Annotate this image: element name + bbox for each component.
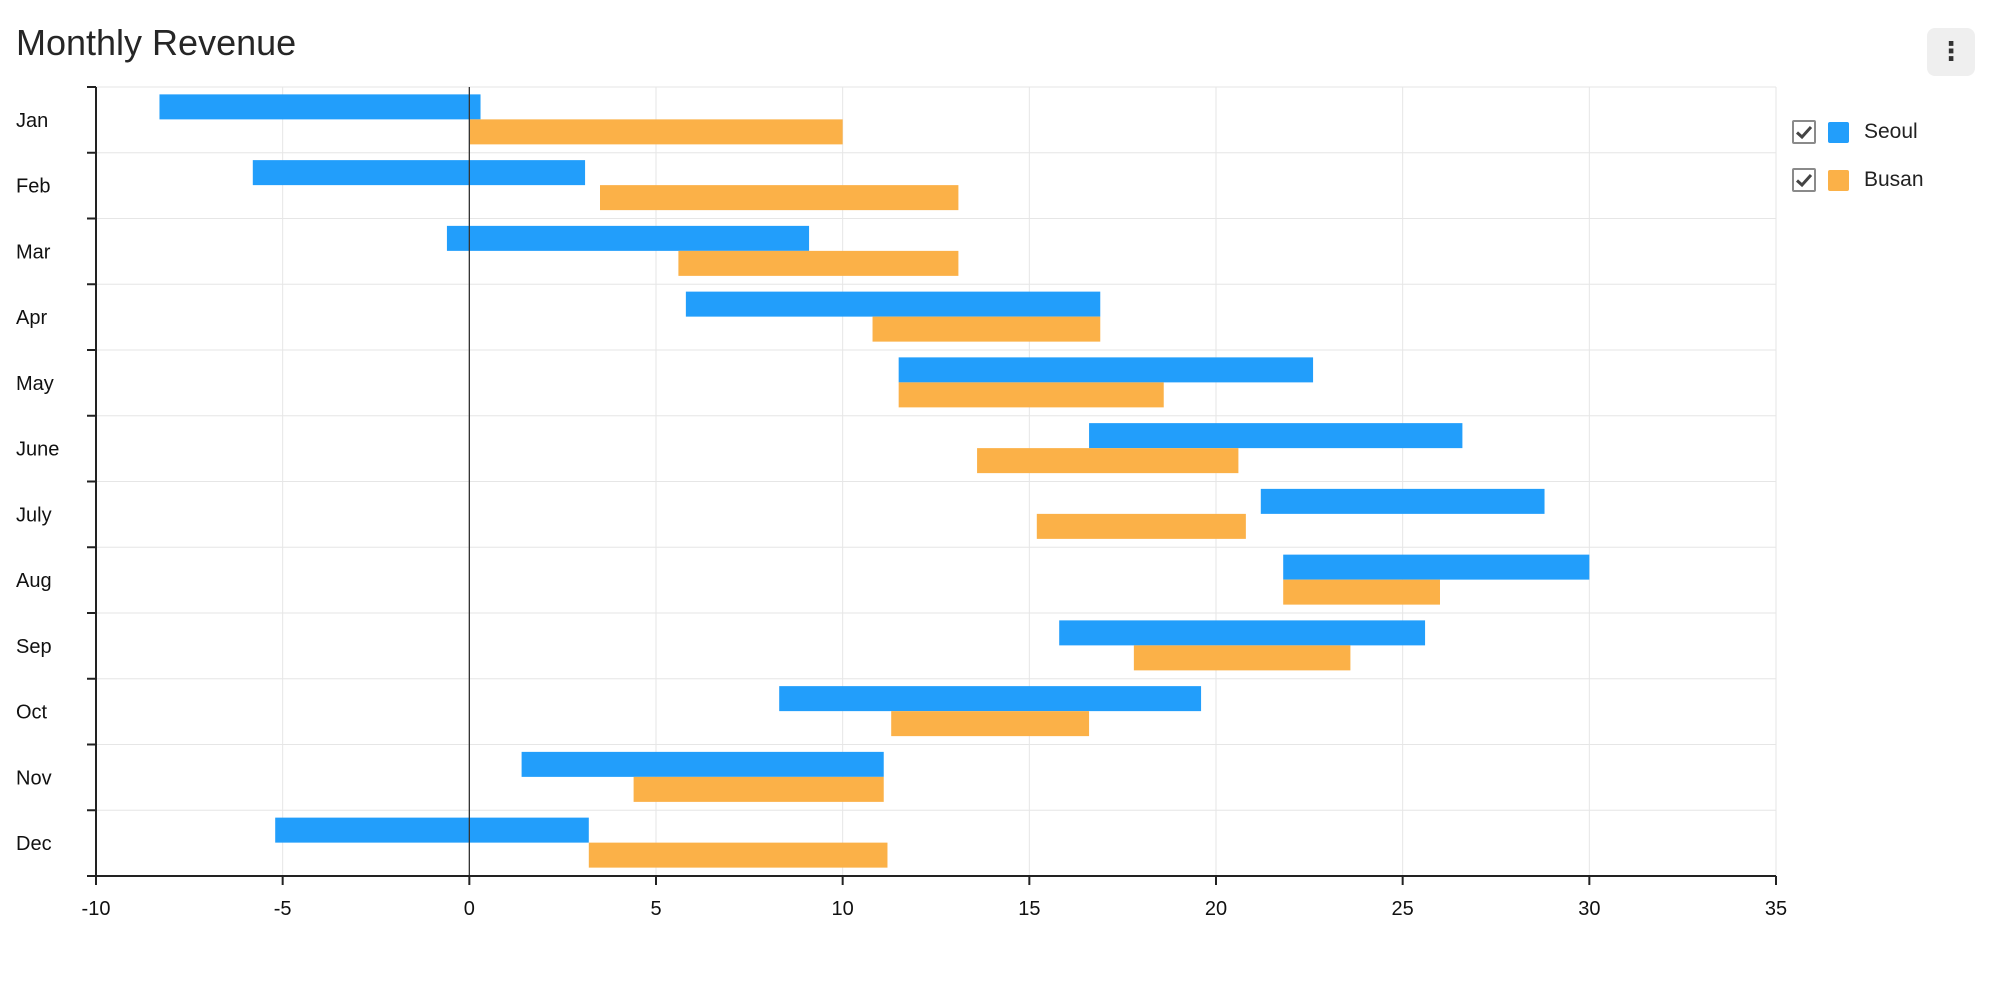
x-tick-label-9: 35 bbox=[1765, 898, 1787, 920]
x-tick-label-1: -5 bbox=[274, 898, 292, 920]
legend-swatch-seoul bbox=[1828, 121, 1849, 143]
bar-busan-sep[interactable] bbox=[1133, 645, 1351, 671]
bar-busan-jan[interactable] bbox=[469, 119, 843, 145]
legend: Seoul Busan bbox=[1792, 108, 1924, 204]
check-icon bbox=[1795, 173, 1813, 188]
bar-seoul-july[interactable] bbox=[1260, 488, 1545, 514]
bar-seoul-sep[interactable] bbox=[1059, 620, 1426, 646]
bar-seoul-aug[interactable] bbox=[1283, 554, 1590, 580]
bar-seoul-dec[interactable] bbox=[275, 817, 589, 843]
bar-busan-aug[interactable] bbox=[1283, 579, 1440, 605]
category-label-jan: Jan bbox=[16, 110, 48, 132]
legend-label-seoul: Seoul bbox=[1864, 120, 1918, 143]
x-tick-label-2: 0 bbox=[464, 898, 475, 920]
x-tick-label-7: 25 bbox=[1392, 898, 1414, 920]
bar-busan-may[interactable] bbox=[898, 382, 1164, 408]
category-label-sep: Sep bbox=[16, 636, 52, 658]
x-tick-label-6: 20 bbox=[1205, 898, 1227, 920]
check-icon bbox=[1795, 125, 1813, 140]
bar-seoul-jan[interactable] bbox=[159, 94, 481, 120]
category-label-july: July bbox=[16, 504, 52, 526]
legend-swatch-busan bbox=[1828, 169, 1849, 191]
bar-busan-oct[interactable] bbox=[891, 711, 1090, 737]
bars bbox=[159, 94, 1590, 868]
more-vert-icon: ⋮ bbox=[1938, 37, 1964, 67]
bar-busan-feb[interactable] bbox=[600, 185, 959, 211]
tick-labels: -10 -5 0 5 10 15 20 25 30 35 Jan Feb Mar Apr May June Ju… bbox=[16, 110, 1787, 920]
bar-seoul-oct[interactable] bbox=[779, 686, 1202, 712]
x-tick-label-5: 15 bbox=[1018, 898, 1040, 920]
x-tick-label-0: -10 bbox=[82, 898, 111, 920]
category-label-mar: Mar bbox=[16, 241, 51, 263]
bar-seoul-feb[interactable] bbox=[252, 160, 586, 186]
bar-busan-apr[interactable] bbox=[872, 316, 1101, 342]
category-label-nov: Nov bbox=[16, 767, 52, 789]
legend-checkbox-busan[interactable] bbox=[1792, 168, 1816, 192]
legend-checkbox-seoul[interactable] bbox=[1792, 120, 1816, 144]
category-label-apr: Apr bbox=[16, 307, 47, 329]
bar-seoul-nov[interactable] bbox=[521, 751, 884, 777]
bar-busan-mar[interactable] bbox=[678, 250, 959, 276]
chart-menu-button[interactable]: ⋮ bbox=[1927, 28, 1975, 76]
chart-title: Monthly Revenue bbox=[16, 22, 297, 63]
bar-busan-july[interactable] bbox=[1036, 513, 1246, 539]
bar-seoul-mar[interactable] bbox=[446, 225, 810, 251]
category-label-feb: Feb bbox=[16, 176, 50, 198]
bar-seoul-june[interactable] bbox=[1089, 423, 1463, 449]
bar-seoul-apr[interactable] bbox=[685, 291, 1101, 317]
bar-busan-dec[interactable] bbox=[588, 842, 888, 868]
category-label-oct: Oct bbox=[16, 702, 48, 724]
bar-busan-june[interactable] bbox=[977, 448, 1239, 474]
bar-seoul-may[interactable] bbox=[898, 357, 1314, 383]
legend-item-busan[interactable]: Busan bbox=[1792, 156, 1924, 204]
category-label-dec: Dec bbox=[16, 833, 52, 855]
category-label-may: May bbox=[16, 373, 54, 395]
bar-busan-nov[interactable] bbox=[633, 776, 884, 802]
category-label-aug: Aug bbox=[16, 570, 52, 592]
category-label-june: June bbox=[16, 439, 59, 461]
legend-item-seoul[interactable]: Seoul bbox=[1792, 108, 1924, 156]
x-tick-label-3: 5 bbox=[650, 898, 661, 920]
x-tick-label-8: 30 bbox=[1578, 898, 1600, 920]
legend-label-busan: Busan bbox=[1864, 168, 1924, 191]
x-tick-label-4: 10 bbox=[832, 898, 854, 920]
axes bbox=[87, 86, 1777, 885]
